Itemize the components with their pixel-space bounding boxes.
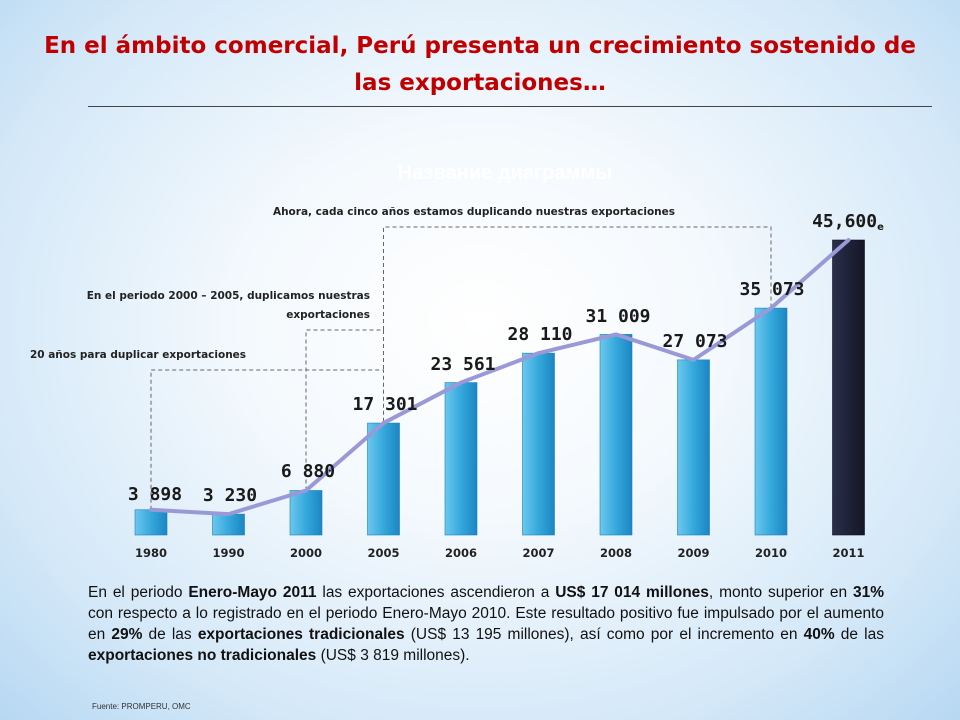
bar-2000	[289, 490, 323, 536]
summary-paragraph: En el periodo Enero-Mayo 2011 las export…	[88, 584, 885, 664]
x-tick-2000: 2000	[290, 546, 322, 560]
x-tick-2011: 2011	[832, 546, 864, 560]
annotation-2000-2005-line1: En el periodo 2000 – 2005, duplicamos nu…	[87, 290, 370, 302]
x-tick-1980: 1980	[135, 546, 167, 560]
bar-1990	[212, 513, 245, 536]
annotation-cada-cinco-anos: Ahora, cada cinco años estamos duplicand…	[273, 206, 675, 218]
bracket-1980-2005	[150, 369, 384, 510]
x-tick-2008: 2008	[600, 546, 632, 560]
bracket-2005-2010	[383, 226, 772, 330]
bar-2009	[677, 359, 710, 536]
value-label-2010: 35 073	[739, 279, 804, 300]
value-label-2009: 27 073	[662, 331, 727, 352]
bar-2006	[444, 382, 478, 536]
value-label-2007: 28 110	[507, 324, 572, 345]
trend-line	[149, 238, 851, 517]
value-label-2008: 31 009	[585, 306, 650, 327]
bar-2008	[599, 334, 633, 536]
source-note: Fuente: PROMPERU, OMC	[92, 702, 191, 711]
bar-2010	[754, 307, 788, 536]
x-tick-2009: 2009	[677, 546, 709, 560]
value-label-2005: 17 301	[352, 394, 417, 415]
value-label-1980: 3 898	[128, 484, 182, 505]
bar-2011	[832, 239, 865, 536]
value-label-2011: 45,600e	[812, 211, 884, 233]
title-underline	[88, 106, 932, 107]
bar-2007	[522, 352, 555, 536]
value-label-2006: 23 561	[430, 354, 495, 375]
bar-1980	[134, 509, 168, 536]
annotation-20-anos: 20 años para duplicar exportaciones	[30, 349, 246, 361]
bracket-2000-2005	[305, 329, 384, 491]
annotation-2000-2005-line2: exportaciones	[286, 309, 370, 321]
value-label-2000: 6 880	[281, 461, 335, 482]
value-label-1990: 3 230	[203, 485, 257, 506]
slide-title: En el ámbito comercial, Perú presenta un…	[44, 33, 916, 96]
x-tick-2006: 2006	[445, 546, 477, 560]
x-tick-2007: 2007	[522, 546, 554, 560]
x-tick-1990: 1990	[212, 546, 244, 560]
x-tick-2010: 2010	[755, 546, 787, 560]
x-tick-2005: 2005	[367, 546, 399, 560]
bar-2005	[367, 422, 400, 536]
chart-ghost-title: Название диаграммы	[397, 162, 613, 184]
